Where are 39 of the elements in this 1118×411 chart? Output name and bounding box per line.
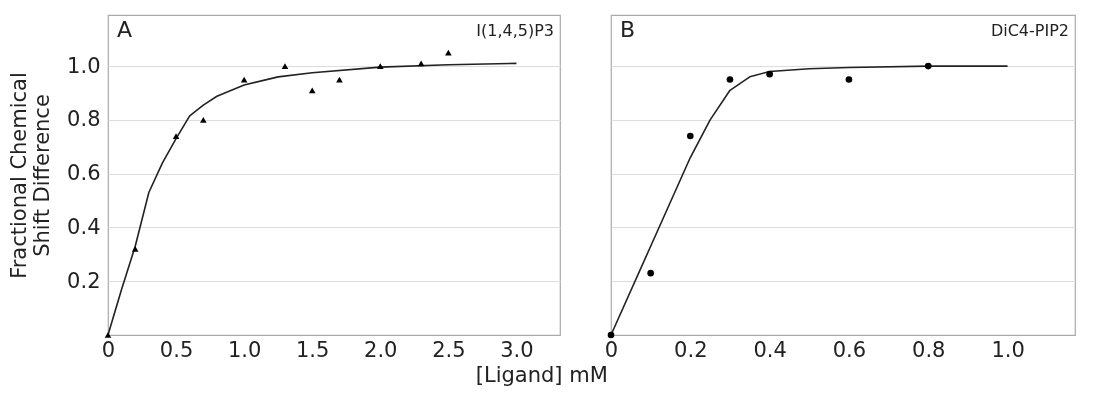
x-tick-label: 3.0 — [500, 337, 534, 362]
point — [281, 63, 289, 69]
point — [845, 76, 853, 83]
y-tick-label: 1.0 — [67, 53, 101, 78]
annotation: A — [117, 17, 133, 42]
x-tick-label: 1.5 — [296, 337, 330, 362]
point — [172, 133, 180, 139]
point — [766, 70, 773, 78]
point — [607, 331, 615, 339]
x-tick-label: 1.0 — [227, 337, 262, 362]
x-tick-label: 0.2 — [674, 337, 708, 362]
x-tick-label: 0.6 — [832, 337, 867, 362]
y-tick-label: 0.6 — [67, 161, 101, 186]
point — [687, 132, 694, 140]
point — [376, 63, 384, 69]
point — [647, 269, 654, 277]
x-tick-label: 2.5 — [432, 337, 466, 362]
x-tick-label: 0.5 — [159, 337, 194, 362]
y-tick-label: 0.8 — [67, 107, 101, 132]
point — [445, 49, 452, 56]
x-tick-label: 2.0 — [364, 337, 398, 362]
x-tick-label: 1.0 — [991, 337, 1025, 362]
x-tick-label: 0.8 — [912, 337, 946, 362]
point — [199, 117, 207, 123]
point — [726, 76, 734, 83]
y-tick-label: 0.4 — [67, 214, 101, 239]
y-tick-label: 0.2 — [67, 268, 101, 293]
point — [308, 87, 316, 94]
annotation: I(1,4,5)P3 — [476, 21, 554, 40]
annotation: B — [620, 17, 636, 42]
annotation: DiC4-PIP2 — [990, 21, 1069, 40]
point — [131, 246, 139, 252]
x-tick-label: 0 — [101, 337, 116, 362]
point — [924, 62, 932, 70]
x-tick-label: 0 — [604, 337, 619, 362]
y-axis-title: Fractional Chemical Shift Difference — [7, 72, 55, 279]
point — [104, 332, 112, 338]
x-tick-label: 0.4 — [753, 337, 787, 362]
x-axis-title: [Ligand] mM — [475, 362, 608, 387]
